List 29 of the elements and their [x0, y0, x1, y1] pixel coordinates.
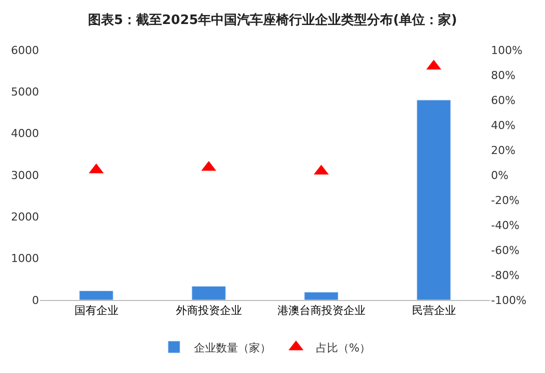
x-tick-label: 民营企业	[412, 304, 456, 318]
y2-tick-label: -20%	[491, 194, 520, 207]
x-tick-label: 国有企业	[74, 304, 118, 318]
bar	[192, 286, 226, 300]
y-tick-label: 5000	[11, 86, 39, 99]
y-tick-label: 1000	[11, 252, 39, 266]
legend-label: 占比（%）	[316, 341, 370, 354]
y2-tick-label: 0%	[491, 168, 508, 182]
y2-tick-label: 40%	[491, 118, 516, 132]
chart-title: 图表5：截至2025年中国汽车座椅行业企业类型分布(单位：家)	[88, 12, 458, 28]
y2-tick-label: 60%	[491, 94, 516, 107]
y-tick-label: 0	[32, 294, 39, 307]
x-tick-label: 外商投资企业	[176, 304, 242, 318]
y2-tick-label: -100%	[491, 294, 526, 307]
y2-tick-label: 20%	[491, 144, 516, 157]
bar	[416, 100, 451, 300]
y-tick-label: 6000	[11, 44, 39, 57]
y2-tick-label: -60%	[491, 244, 520, 257]
y2-tick-label: -40%	[491, 218, 520, 232]
x-tick-label: 港澳台商投资企业	[277, 304, 366, 318]
y2-tick-label: 100%	[491, 44, 522, 57]
bar	[304, 292, 338, 300]
y2-tick-label: 80%	[491, 68, 516, 82]
y2-tick-label: -80%	[491, 268, 520, 282]
y-tick-label: 2000	[11, 210, 39, 224]
y-tick-label: 4000	[11, 127, 39, 140]
bar	[79, 290, 114, 300]
y-tick-label: 3000	[11, 168, 39, 182]
legend-label: 企业数量（家）	[194, 341, 271, 354]
